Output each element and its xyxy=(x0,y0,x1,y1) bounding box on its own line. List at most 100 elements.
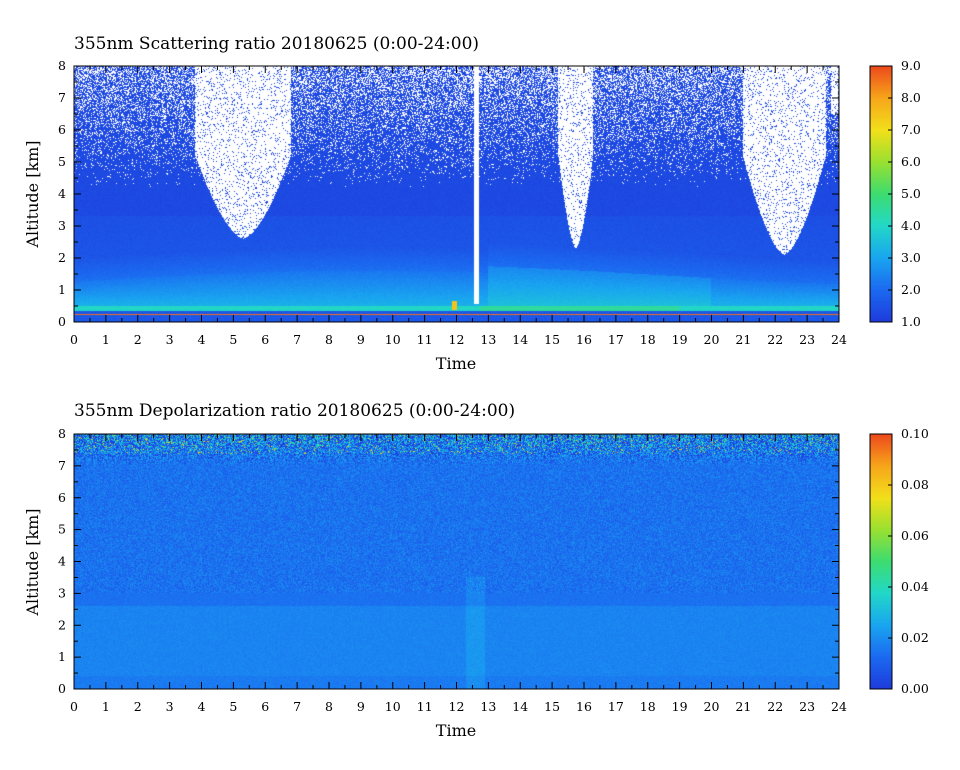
x-tick-label: 8 xyxy=(325,699,333,714)
y-tick-label: 7 xyxy=(58,458,66,473)
x-tick-label: 24 xyxy=(831,332,847,347)
x-tick-label: 7 xyxy=(293,332,301,347)
depolarization-colorbar-ticks: 0.00 0.02 0.04 0.06 0.08 0.10 xyxy=(888,426,929,696)
x-tick-label: 14 xyxy=(512,699,528,714)
colorbar-tick-label: 0.02 xyxy=(901,630,929,645)
y-tick-label: 1 xyxy=(58,282,66,297)
x-tick-label: 9 xyxy=(357,332,365,347)
x-tick-label: 2 xyxy=(134,332,142,347)
x-tick-label: 11 xyxy=(417,699,433,714)
colorbar-tick-label: 8.0 xyxy=(901,90,921,105)
scattering-x-axis-label: Time xyxy=(436,354,476,373)
x-tick-label: 1 xyxy=(102,699,110,714)
x-tick-label: 1 xyxy=(102,332,110,347)
x-tick-label: 22 xyxy=(767,332,783,347)
x-tick-label: 0 xyxy=(70,332,78,347)
y-tick-label: 0 xyxy=(58,681,66,696)
x-tick-label: 20 xyxy=(704,699,720,714)
y-tick-label: 8 xyxy=(58,426,66,441)
x-tick-label: 18 xyxy=(640,699,656,714)
y-tick-label: 0 xyxy=(58,314,66,329)
colorbar-tick-label: 5.0 xyxy=(901,186,921,201)
colorbar-tick-label: 2.0 xyxy=(901,282,921,297)
depolarization-title: 355nm Depolarization ratio 20180625 (0:0… xyxy=(74,401,515,421)
x-tick-label: 16 xyxy=(576,332,592,347)
colorbar-tick-label: 7.0 xyxy=(901,122,921,137)
x-tick-label: 6 xyxy=(261,332,269,347)
colorbar-tick-label: 3.0 xyxy=(901,250,921,265)
colorbar-tick-label: 0.04 xyxy=(901,579,929,594)
depolarization-colorbar-frame xyxy=(869,433,893,690)
colorbar-tick-label: 0.08 xyxy=(901,477,929,492)
x-tick-label: 4 xyxy=(198,332,206,347)
x-tick-label: 20 xyxy=(704,332,720,347)
x-tick-label: 18 xyxy=(640,332,656,347)
depolarization-panel: 355nm Depolarization ratio 20180625 (0:0… xyxy=(23,401,929,740)
y-tick-label: 3 xyxy=(58,585,66,600)
colorbar-tick-label: 6.0 xyxy=(901,154,921,169)
x-tick-label: 5 xyxy=(229,699,237,714)
y-tick-label: 1 xyxy=(58,649,66,664)
colorbar-tick-label: 0.10 xyxy=(901,426,929,441)
y-tick-label: 3 xyxy=(58,218,66,233)
x-tick-label: 15 xyxy=(544,332,560,347)
y-tick-label: 2 xyxy=(58,250,66,265)
depolarization-ticks: 0 1 2 3 4 5 6 7 8 9 10 11 12 13 14 15 16 17 18 19 20 21 22 23 24… xyxy=(58,426,847,714)
x-tick-label: 22 xyxy=(767,699,783,714)
x-tick-label: 19 xyxy=(672,699,688,714)
scattering-colorbar-ticks: 1.0 2.0 3.0 4.0 5.0 6.0 7.0 8.0 9.0 xyxy=(888,58,921,329)
scattering-ticks: 0 1 2 3 4 5 6 7 8 9 10 11 12 13 14 15 16 17 18 19 20 21 22 23 24… xyxy=(58,58,847,347)
x-tick-label: 21 xyxy=(735,699,751,714)
x-tick-label: 8 xyxy=(325,332,333,347)
x-tick-label: 2 xyxy=(134,699,142,714)
x-tick-label: 7 xyxy=(293,699,301,714)
x-tick-label: 17 xyxy=(608,332,624,347)
x-tick-label: 23 xyxy=(799,699,815,714)
y-tick-label: 2 xyxy=(58,617,66,632)
y-tick-label: 6 xyxy=(58,490,66,505)
x-tick-label: 5 xyxy=(229,332,237,347)
x-tick-label: 11 xyxy=(417,332,433,347)
x-tick-label: 10 xyxy=(385,332,401,347)
colorbar-tick-label: 0.00 xyxy=(901,681,929,696)
x-tick-label: 10 xyxy=(385,699,401,714)
x-tick-label: 14 xyxy=(512,332,528,347)
depolarization-colorbar xyxy=(870,434,892,689)
y-tick-label: 8 xyxy=(58,58,66,73)
x-tick-label: 21 xyxy=(735,332,751,347)
x-tick-label: 15 xyxy=(544,699,560,714)
depolarization-x-axis-label: Time xyxy=(436,721,476,740)
depolarization-y-axis-label: Altitude [km] xyxy=(23,508,42,616)
scattering-heatmap xyxy=(74,66,839,322)
scattering-colorbar xyxy=(870,66,892,322)
scattering-y-axis-label: Altitude [km] xyxy=(23,140,42,248)
colorbar-tick-label: 9.0 xyxy=(901,58,921,73)
y-tick-label: 5 xyxy=(58,522,66,537)
x-tick-label: 12 xyxy=(449,332,465,347)
y-tick-label: 6 xyxy=(58,122,66,137)
scattering-title: 355nm Scattering ratio 20180625 (0:00-24… xyxy=(74,34,479,54)
x-tick-label: 4 xyxy=(198,699,206,714)
x-tick-label: 17 xyxy=(608,699,624,714)
x-tick-label: 3 xyxy=(166,332,174,347)
x-tick-label: 13 xyxy=(480,332,496,347)
depolarization-heatmap xyxy=(74,434,839,689)
y-tick-label: 7 xyxy=(58,90,66,105)
x-tick-label: 23 xyxy=(799,332,815,347)
y-tick-label: 5 xyxy=(58,154,66,169)
colorbar-tick-label: 4.0 xyxy=(901,218,921,233)
x-tick-label: 12 xyxy=(449,699,465,714)
x-tick-label: 9 xyxy=(357,699,365,714)
x-tick-label: 3 xyxy=(166,699,174,714)
scattering-panel: 355nm Scattering ratio 20180625 (0:00-24… xyxy=(23,34,921,373)
y-tick-label: 4 xyxy=(58,554,66,569)
x-tick-label: 6 xyxy=(261,699,269,714)
x-tick-label: 19 xyxy=(672,332,688,347)
x-tick-label: 24 xyxy=(831,699,847,714)
x-tick-label: 16 xyxy=(576,699,592,714)
x-tick-label: 13 xyxy=(480,699,496,714)
x-tick-label: 0 xyxy=(70,699,78,714)
colorbar-tick-label: 0.06 xyxy=(901,528,929,543)
y-tick-label: 4 xyxy=(58,186,66,201)
